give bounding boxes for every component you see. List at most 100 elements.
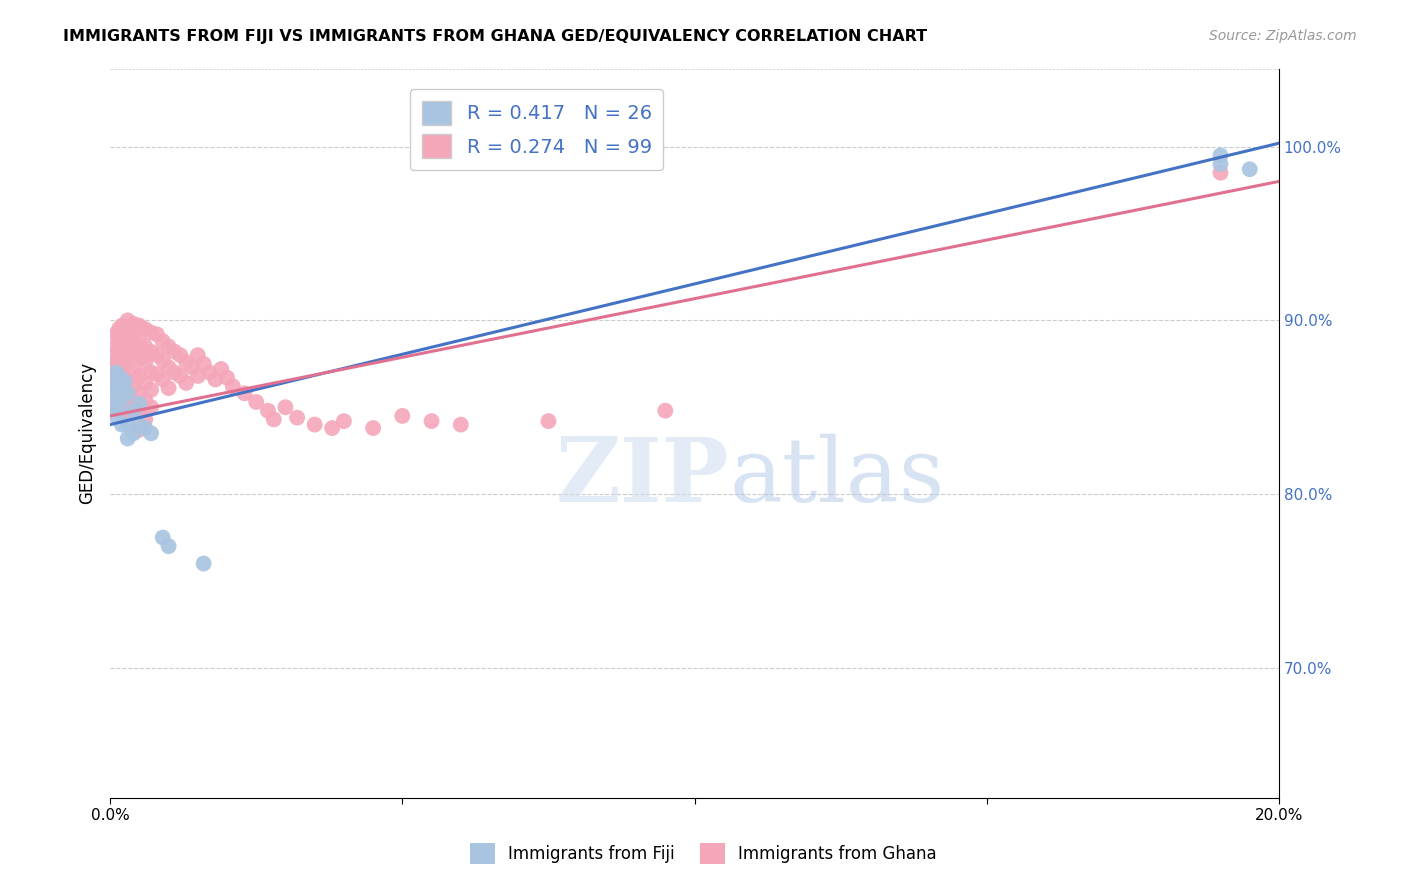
- Point: [128, 386, 150, 401]
- Point: [114, 322, 136, 336]
- Point: [152, 353, 174, 368]
- Point: [420, 414, 443, 428]
- Point: [134, 421, 156, 435]
- Point: [391, 409, 413, 423]
- Point: [222, 379, 245, 393]
- Point: [108, 322, 131, 336]
- Point: [139, 383, 162, 397]
- Text: Source: ZipAtlas.com: Source: ZipAtlas.com: [1209, 29, 1357, 44]
- Point: [111, 362, 134, 376]
- Point: [1209, 148, 1232, 162]
- Point: [215, 370, 238, 384]
- Point: [450, 417, 472, 432]
- Point: [120, 326, 142, 340]
- Point: [111, 417, 134, 432]
- Point: [128, 417, 150, 432]
- Point: [157, 381, 180, 395]
- Point: [169, 368, 191, 383]
- Point: [105, 409, 128, 423]
- Point: [117, 327, 139, 342]
- Point: [128, 318, 150, 333]
- Point: [111, 348, 134, 362]
- Point: [114, 374, 136, 388]
- Point: [193, 357, 215, 371]
- Point: [257, 403, 280, 417]
- Point: [117, 432, 139, 446]
- Point: [181, 360, 204, 375]
- Point: [101, 386, 124, 401]
- Point: [169, 348, 191, 362]
- Point: [163, 366, 186, 380]
- Point: [117, 313, 139, 327]
- Point: [139, 344, 162, 359]
- Point: [152, 372, 174, 386]
- Point: [163, 344, 186, 359]
- Point: [122, 331, 145, 345]
- Point: [122, 395, 145, 409]
- Point: [108, 366, 131, 380]
- Point: [122, 426, 145, 441]
- Point: [125, 341, 148, 355]
- Point: [117, 372, 139, 386]
- Point: [101, 362, 124, 376]
- Y-axis label: GED/Equivalency: GED/Equivalency: [79, 362, 96, 504]
- Point: [152, 531, 174, 545]
- Point: [128, 351, 150, 366]
- Point: [134, 357, 156, 371]
- Point: [654, 403, 676, 417]
- Point: [105, 368, 128, 383]
- Point: [263, 412, 285, 426]
- Point: [108, 368, 131, 383]
- Point: [198, 366, 221, 380]
- Point: [139, 426, 162, 441]
- Point: [105, 357, 128, 371]
- Point: [108, 351, 131, 366]
- Point: [139, 326, 162, 340]
- Point: [128, 335, 150, 350]
- Point: [111, 379, 134, 393]
- Legend: Immigrants from Fiji, Immigrants from Ghana: Immigrants from Fiji, Immigrants from Gh…: [463, 837, 943, 871]
- Point: [117, 417, 139, 432]
- Point: [134, 339, 156, 353]
- Point: [105, 401, 128, 415]
- Point: [134, 393, 156, 408]
- Point: [128, 403, 150, 417]
- Point: [105, 366, 128, 380]
- Point: [114, 335, 136, 350]
- Point: [321, 421, 343, 435]
- Point: [174, 376, 197, 390]
- Point: [139, 366, 162, 380]
- Point: [245, 395, 267, 409]
- Point: [120, 343, 142, 357]
- Point: [1239, 162, 1261, 177]
- Point: [111, 405, 134, 419]
- Point: [193, 557, 215, 571]
- Legend: R = 0.417   N = 26, R = 0.274   N = 99: R = 0.417 N = 26, R = 0.274 N = 99: [411, 89, 664, 169]
- Point: [157, 539, 180, 553]
- Text: ZIP: ZIP: [557, 434, 730, 521]
- Point: [134, 412, 156, 426]
- Point: [537, 414, 560, 428]
- Point: [157, 339, 180, 353]
- Point: [136, 348, 159, 362]
- Point: [101, 374, 124, 388]
- Point: [157, 360, 180, 375]
- Point: [105, 339, 128, 353]
- Point: [134, 322, 156, 336]
- Point: [111, 334, 134, 349]
- Point: [117, 388, 139, 402]
- Point: [117, 357, 139, 371]
- Point: [1209, 166, 1232, 180]
- Text: atlas: atlas: [730, 434, 945, 521]
- Point: [105, 383, 128, 397]
- Point: [101, 348, 124, 362]
- Point: [111, 377, 134, 392]
- Point: [209, 362, 232, 376]
- Point: [114, 355, 136, 369]
- Point: [285, 410, 308, 425]
- Point: [128, 368, 150, 383]
- Point: [146, 327, 169, 342]
- Point: [187, 348, 209, 362]
- Point: [122, 348, 145, 362]
- Point: [146, 348, 169, 362]
